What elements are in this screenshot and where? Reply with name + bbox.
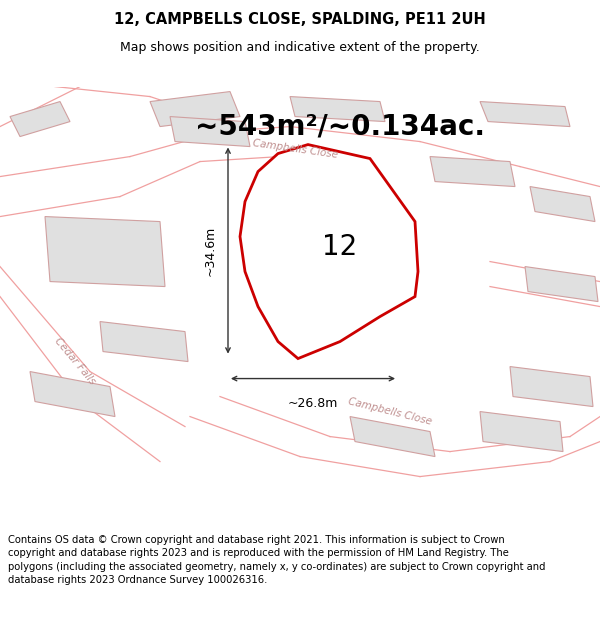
Polygon shape — [30, 371, 115, 416]
Text: Campbells Close: Campbells Close — [347, 396, 433, 427]
Text: Contains OS data © Crown copyright and database right 2021. This information is : Contains OS data © Crown copyright and d… — [8, 535, 545, 585]
Text: Cedar Falls: Cedar Falls — [53, 336, 97, 387]
Polygon shape — [530, 186, 595, 221]
Polygon shape — [170, 116, 250, 146]
Polygon shape — [430, 156, 515, 186]
Text: Map shows position and indicative extent of the property.: Map shows position and indicative extent… — [120, 41, 480, 54]
Text: ~26.8m: ~26.8m — [288, 397, 338, 409]
Text: ~34.6m: ~34.6m — [203, 226, 217, 276]
Polygon shape — [480, 101, 570, 126]
Polygon shape — [350, 416, 435, 456]
Polygon shape — [10, 101, 70, 136]
Text: Campbells Close: Campbells Close — [252, 138, 338, 159]
Text: 12, CAMPBELLS CLOSE, SPALDING, PE11 2UH: 12, CAMPBELLS CLOSE, SPALDING, PE11 2UH — [114, 12, 486, 28]
Polygon shape — [150, 91, 240, 126]
Polygon shape — [100, 321, 188, 361]
Polygon shape — [290, 96, 385, 121]
Polygon shape — [240, 144, 418, 359]
Text: 12: 12 — [322, 232, 358, 261]
Text: ~543m²/~0.134ac.: ~543m²/~0.134ac. — [195, 112, 485, 141]
Polygon shape — [480, 411, 563, 451]
Polygon shape — [525, 266, 598, 301]
Polygon shape — [510, 366, 593, 406]
Polygon shape — [45, 216, 165, 286]
